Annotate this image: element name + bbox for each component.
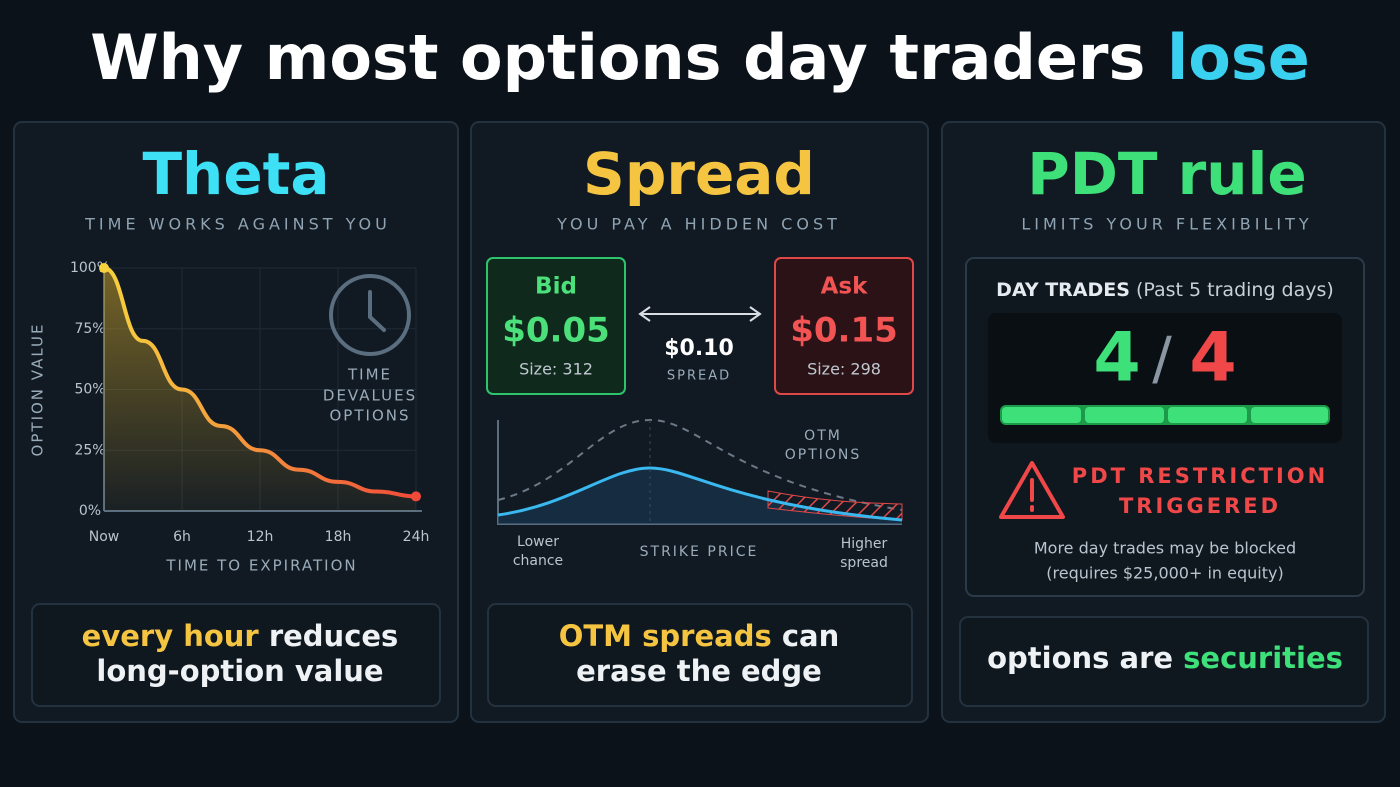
diagram-label: Lower [517, 534, 559, 550]
trades-used: 4 [1093, 319, 1140, 398]
takeaway-box [31, 603, 441, 707]
progress-segment [1085, 407, 1164, 423]
takeaway-highlight: OTM spreads [559, 619, 772, 653]
annotation: OPTIONS [330, 407, 411, 425]
x-tick-label: 12h [247, 529, 274, 545]
takeaway-text: options are [987, 641, 1173, 675]
point [411, 491, 421, 502]
y-tick-label: 50% [74, 382, 105, 398]
subheading: LIMITS YOUR FLEXIBILITY [1021, 215, 1312, 234]
warning-icon [999, 461, 1065, 519]
title: Why most options day traders lose [90, 21, 1310, 94]
ask-size: Size: 298 [807, 360, 881, 379]
bid-size: Size: 312 [519, 360, 593, 379]
progress-segment [1251, 407, 1328, 423]
otm-label: OPTIONS [785, 447, 862, 463]
subheading: TIME WORKS AGAINST YOU [84, 215, 391, 234]
heading: PDT rule [1027, 140, 1307, 208]
y-tick-label: 75% [74, 321, 105, 337]
warning: PDT RESTRICTION [1072, 464, 1328, 488]
takeaway: every hour reduces [82, 619, 399, 653]
x-tick-label: 24h [403, 529, 430, 545]
point [99, 263, 109, 273]
ask-label: Ask [821, 274, 868, 300]
otm-label: OTM [804, 428, 842, 444]
area [104, 268, 416, 511]
spread-label: SPREAD [667, 369, 731, 384]
bid-price: $0.05 [502, 311, 610, 351]
warning: TRIGGERED [1119, 494, 1281, 518]
progress-segment [1168, 407, 1247, 423]
progress-bar [1000, 405, 1330, 425]
theta-chart: 0% 25% 50% 75% 100% Now 6h 12h 18h 24h OPTION VALU… [29, 260, 430, 575]
takeaway: long-option value [96, 654, 383, 688]
takeaway: erase the edge [576, 654, 822, 688]
panel [13, 121, 459, 723]
heading: Theta [142, 140, 329, 208]
title-highlight: lose [1167, 21, 1310, 94]
bid-label: Bid [535, 274, 577, 300]
counter-title: DAY TRADES [996, 279, 1130, 301]
takeaway-box [487, 603, 913, 707]
subheading: YOU PAY A HIDDEN COST [556, 215, 841, 234]
diagram-label: spread [840, 555, 888, 571]
spread-value: $0.10 [664, 336, 734, 361]
counter-qualifier: (Past 5 trading days) [1136, 279, 1334, 301]
y-tick-label: 100% [70, 260, 110, 276]
clock-icon [329, 274, 411, 356]
takeaway-text: reduces [269, 619, 399, 653]
y-axis-title: OPTION VALUE [29, 323, 47, 457]
y-tick-label: 0% [79, 503, 101, 519]
note: More day trades may be blocked [1034, 539, 1296, 558]
clock-hands [368, 290, 386, 332]
takeaway-highlight: every hour [82, 619, 260, 653]
ask-box [774, 257, 914, 395]
x-tick-label: Now [89, 529, 120, 545]
counter-label: DAY TRADES (Past 5 trading days) [996, 279, 1334, 301]
diagram-label: Higher [841, 536, 888, 552]
bell-curve [497, 466, 903, 522]
y-tick-label: 25% [74, 442, 105, 458]
double-arrow [638, 306, 762, 322]
title-text: Why most options day traders [90, 21, 1145, 94]
ask-price: $0.15 [790, 311, 898, 351]
annotation: DEVALUES [323, 387, 417, 405]
takeaway-highlight: securities [1183, 641, 1343, 675]
separator: / [1152, 324, 1172, 392]
diagram-label: chance [513, 553, 563, 569]
takeaway-box [959, 616, 1369, 707]
takeaway-text: can [782, 619, 839, 653]
line [103, 266, 417, 499]
x-tick-label: 6h [173, 529, 191, 545]
heading: Spread [583, 140, 815, 208]
progress-segment [1002, 407, 1081, 423]
annotation: TIME [347, 366, 392, 384]
x-tick-label: 18h [325, 529, 352, 545]
trades-limit: 4 [1189, 319, 1236, 398]
bell-curve-dashed [497, 418, 903, 511]
takeaway: OTM spreads can [559, 619, 839, 653]
note: (requires $25,000+ in equity) [1046, 564, 1283, 583]
bid-box [486, 257, 626, 395]
takeaway: options are securities [987, 641, 1343, 675]
x-axis-title: TIME TO EXPIRATION [165, 557, 357, 575]
diagram-label: STRIKE PRICE [640, 544, 759, 560]
